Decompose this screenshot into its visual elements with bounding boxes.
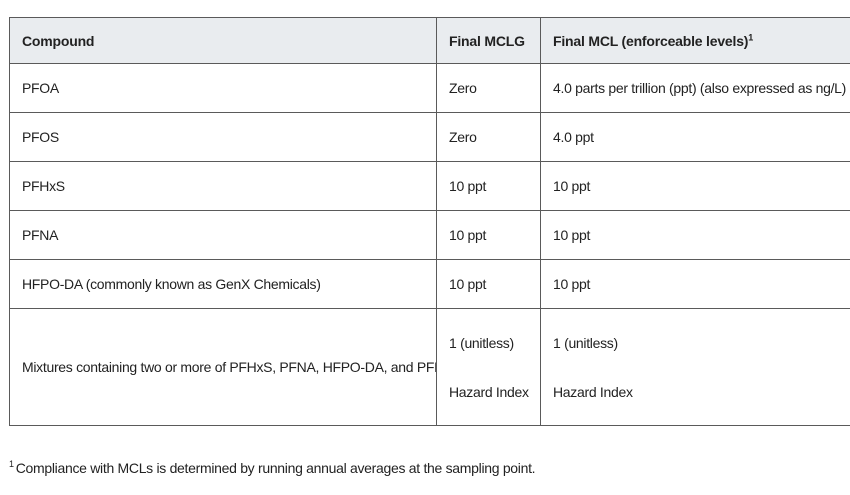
table-row-mixtures: Mixtures containing two or more of PFHxS… [9,308,850,426]
cell-mcl: 1 (unitless) Hazard Index [540,308,850,426]
header-compound: Compound [9,17,437,64]
cell-compound: PFNA [9,210,437,260]
table-header-row: Compound Final MCLG Final MCL (enforceab… [9,17,850,64]
table-row-pfoa: PFOA Zero 4.0 parts per trillion (ppt) (… [9,63,850,113]
header-final-mcl: Final MCL (enforceable levels)1 [540,17,850,64]
pfas-regulation-table: Compound Final MCLG Final MCL (enforceab… [9,17,850,426]
cell-compound: HFPO-DA (commonly known as GenX Chemical… [9,259,437,309]
footnote: 1 Compliance with MCLs is determined by r… [9,459,536,476]
cell-mcl: 4.0 ppt [540,112,850,162]
table-row-pfna: PFNA 10 ppt 10 ppt [9,210,850,260]
mclg-unit: Hazard Index [449,383,529,400]
cell-mcl: 4.0 parts per trillion (ppt) (also expre… [540,63,850,113]
footnote-number: 1 [9,459,14,470]
cell-mcl: 10 ppt [540,210,850,260]
cell-compound: PFHxS [9,161,437,211]
cell-mcl: 10 ppt [540,259,850,309]
cell-mclg: Zero [436,63,541,113]
cell-compound: PFOS [9,112,437,162]
footnote-text: Compliance with MCLs is determined by ru… [15,460,536,476]
cell-mclg: 10 ppt [436,161,541,211]
cell-compound: PFOA [9,63,437,113]
cell-mclg: 10 ppt [436,259,541,309]
table-row-hfpo-da: HFPO-DA (commonly known as GenX Chemical… [9,259,850,309]
footnote-marker: 1 [748,31,754,42]
cell-mclg: 1 (unitless) Hazard Index [436,308,541,426]
mcl-value: 1 (unitless) [553,334,618,351]
header-final-mclg: Final MCLG [436,17,541,64]
cell-compound: Mixtures containing two or more of PFHxS… [9,308,437,426]
header-final-mcl-label: Final MCL (enforceable levels) [553,32,749,49]
table-row-pfhxs: PFHxS 10 ppt 10 ppt [9,161,850,211]
cell-mclg: Zero [436,112,541,162]
mcl-unit: Hazard Index [553,383,633,400]
mclg-value: 1 (unitless) [449,334,514,351]
cell-mclg: 10 ppt [436,210,541,260]
cell-mcl: 10 ppt [540,161,850,211]
table-row-pfos: PFOS Zero 4.0 ppt [9,112,850,162]
